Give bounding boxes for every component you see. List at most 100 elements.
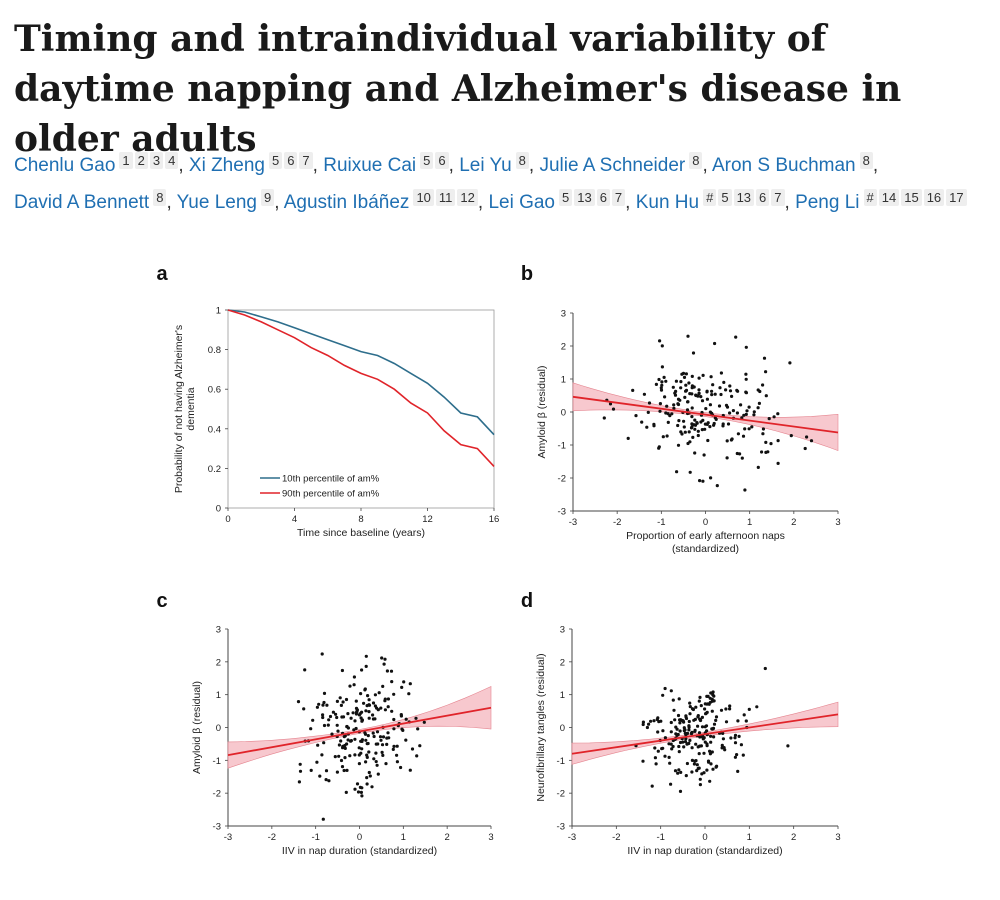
author: Agustin Ibáñez 10 11 12, (283, 189, 484, 213)
data-point (340, 668, 344, 673)
data-point (318, 774, 322, 778)
affiliation-mark[interactable]: 7 (771, 189, 785, 206)
author-name-link[interactable]: David A Bennett (14, 192, 150, 213)
affiliation-mark[interactable]: 17 (946, 189, 967, 206)
data-point (320, 652, 324, 656)
data-point (736, 432, 741, 436)
affiliation-mark[interactable]: # (703, 189, 717, 206)
data-point (688, 705, 692, 709)
author-name-link[interactable]: Julie A Schneider (539, 155, 686, 176)
author-name-link[interactable]: Kun Hu (635, 192, 700, 213)
data-point (661, 435, 665, 439)
data-point (359, 716, 363, 720)
data-point (665, 404, 669, 408)
affiliation-mark[interactable]: 5 (558, 189, 573, 206)
data-point (709, 375, 713, 379)
affiliation-mark[interactable]: 8 (153, 189, 167, 206)
author-name-link[interactable]: Peng Li (795, 192, 860, 213)
affiliation-mark[interactable]: 11 (435, 189, 456, 206)
affiliation-mark[interactable]: 6 (435, 152, 449, 169)
affiliation-mark[interactable]: 6 (284, 152, 298, 169)
affiliation-mark[interactable]: 6 (596, 189, 610, 206)
affiliation-mark[interactable]: 5 (718, 189, 732, 206)
data-point (661, 729, 665, 733)
data-point (671, 385, 675, 389)
affiliation-mark[interactable]: 9 (260, 189, 275, 206)
affiliation-mark[interactable]: 3 (149, 152, 164, 169)
data-point (309, 768, 313, 773)
author-name-link[interactable]: Aron S Buchman (711, 155, 856, 176)
affiliation-mark[interactable]: 12 (457, 189, 478, 206)
affiliation-mark[interactable]: 8 (689, 152, 703, 169)
data-point (360, 794, 364, 798)
data-point (653, 746, 657, 750)
data-point (602, 416, 606, 420)
author: Kun Hu #5 13 6 7, (635, 189, 790, 213)
data-point (764, 370, 768, 374)
x-tick-label: -3 (224, 832, 232, 843)
affiliation-mark[interactable]: 1 (119, 152, 133, 169)
affiliation-mark[interactable]: 2 (134, 152, 148, 169)
data-point (381, 735, 386, 739)
data-point (717, 404, 722, 408)
data-point (699, 704, 703, 708)
author-name-link[interactable]: Xi Zheng (188, 155, 265, 176)
data-point (381, 753, 385, 758)
affiliation-mark[interactable]: 15 (901, 189, 922, 206)
data-point (322, 691, 327, 696)
x-axis-label-line2: (standardized) (672, 543, 739, 555)
data-point (351, 711, 355, 715)
x-tick-label: 12 (422, 514, 433, 525)
author-name-link[interactable]: Lei Gao (488, 192, 555, 213)
data-point (677, 697, 681, 701)
data-point (360, 719, 364, 723)
affiliation-mark[interactable]: 6 (756, 189, 770, 206)
data-point (298, 769, 303, 773)
data-point (362, 701, 366, 705)
data-point (734, 335, 738, 339)
affiliation-mark[interactable]: 16 (923, 189, 945, 206)
data-point (697, 376, 701, 380)
affiliation-mark[interactable]: 14 (878, 189, 900, 206)
affiliation-mark[interactable]: 13 (733, 189, 755, 206)
x-tick-label: 3 (835, 517, 840, 528)
data-point (680, 372, 684, 376)
author-name-link[interactable]: Chenlu Gao (14, 155, 116, 176)
author-name-link[interactable]: Yue Leng (176, 192, 257, 213)
affiliation-mark[interactable]: 10 (413, 189, 434, 206)
author-separator: , (274, 192, 280, 213)
affiliation-mark[interactable]: 8 (859, 152, 873, 169)
author-name-link[interactable]: Ruixue Cai (323, 155, 417, 176)
data-point (722, 746, 726, 750)
affiliation-mark[interactable]: 7 (299, 152, 313, 169)
affiliation-mark[interactable]: 8 (515, 152, 529, 169)
data-point (383, 708, 387, 712)
affiliation-mark[interactable]: 7 (611, 189, 626, 206)
data-point (741, 434, 746, 438)
data-point (697, 699, 701, 703)
data-point (327, 718, 331, 722)
data-point (692, 762, 697, 766)
author-name-link[interactable]: Agustin Ibáñez (283, 192, 410, 213)
data-point (334, 712, 338, 716)
affiliation-marks: 8 (514, 144, 529, 175)
affiliation-mark[interactable]: 5 (420, 152, 434, 169)
affiliation-mark[interactable]: 5 (268, 152, 283, 169)
y-tick-label: -1 (557, 756, 565, 767)
data-point (679, 380, 683, 384)
data-point (719, 708, 724, 712)
data-point (343, 746, 347, 751)
affiliation-mark[interactable]: 4 (165, 152, 179, 169)
author-name-link[interactable]: Lei Yu (459, 155, 512, 176)
affiliation-mark[interactable]: # (863, 189, 877, 206)
affiliation-mark[interactable]: 13 (574, 189, 595, 206)
author-separator: , (477, 192, 484, 213)
data-point (744, 412, 748, 416)
data-point (663, 736, 668, 740)
data-point (730, 394, 734, 398)
data-point (696, 715, 700, 719)
data-point (677, 750, 681, 754)
data-point (380, 750, 384, 755)
data-point (642, 392, 647, 396)
data-point (735, 753, 739, 757)
